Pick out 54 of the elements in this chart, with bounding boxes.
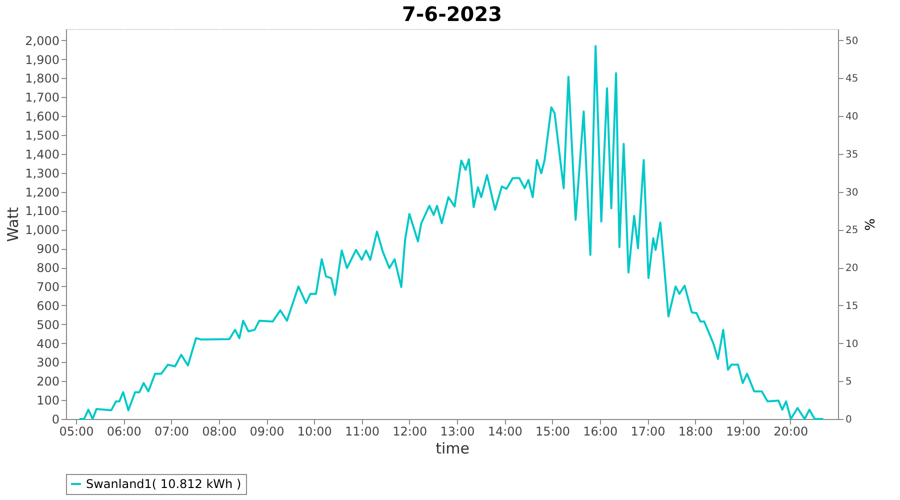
y-tick-label: 300 [36, 356, 60, 370]
y2-axis-title: % [861, 218, 876, 231]
x-tick-label: 18:00 [678, 424, 713, 438]
chart-title: 7-6-2023 [402, 2, 502, 26]
x-tick-label: 12:00 [392, 424, 428, 438]
x-tick-label: 10:00 [297, 424, 332, 438]
x-tick-label: 13:00 [440, 424, 475, 438]
x-tick-label: 05:00 [59, 424, 94, 438]
y-tick-label: 200 [36, 374, 60, 389]
x-axis-title: time [436, 440, 470, 458]
y-tick-label: 1,600 [25, 110, 60, 124]
x-tick-label: 06:00 [106, 424, 142, 438]
y-tick-label: 400 [36, 336, 60, 351]
x-tick-label: 17:00 [630, 424, 666, 438]
x-tick-label: 15:00 [535, 424, 570, 438]
y-tick-label: 1,500 [25, 128, 60, 143]
y2-tick-label: 45 [846, 74, 858, 85]
y-tick-label: 500 [36, 318, 60, 332]
x-tick-label: 20:00 [774, 424, 808, 438]
x-tick-label: 07:00 [154, 424, 190, 438]
x-tick-label: 09:00 [250, 424, 284, 438]
y2-tick-label: 35 [846, 149, 858, 160]
y-tick-label: 2,000 [25, 34, 60, 48]
y2-tick-label: 15 [846, 300, 858, 312]
legend-label: Swanland1( 10.812 kWh ) [86, 477, 242, 491]
y2-tick-label: 0 [846, 414, 852, 426]
y-tick-label: 1,100 [25, 204, 60, 218]
y2-tick-label: 25 [846, 225, 858, 236]
x-tick-label: 19:00 [726, 424, 761, 438]
x-tick-label: 16:00 [583, 424, 618, 438]
y2-tick-label: 20 [846, 263, 858, 274]
y-tick-label: 700 [36, 280, 60, 294]
y2-tick-label: 40 [846, 112, 858, 123]
y-tick-label: 800 [36, 261, 60, 276]
y-tick-label: 1,200 [25, 185, 60, 200]
y-tick-label: 900 [36, 242, 60, 256]
y2-tick-label: 50 [846, 36, 858, 47]
y-tick-label: 1,900 [25, 52, 60, 67]
y-tick-label: 1,000 [25, 223, 60, 238]
y-tick-label: 0 [52, 412, 60, 426]
y2-tick-label: 10 [846, 338, 858, 350]
y-tick-label: 600 [36, 298, 60, 313]
line-series [78, 45, 824, 420]
y-tick-label: 100 [36, 394, 60, 408]
x-tick-label: 11:00 [344, 424, 380, 438]
y-tick-label: 1,400 [25, 147, 60, 162]
y-axis-title: Watt [4, 206, 22, 242]
y-tick-label: 1,800 [25, 72, 60, 86]
y2-tick-label: 5 [846, 376, 852, 388]
x-tick-label: 08:00 [202, 424, 237, 438]
y2-tick-label: 30 [846, 187, 858, 198]
y-tick-label: 1,700 [25, 90, 60, 105]
y-tick-label: 1,300 [25, 166, 60, 180]
x-tick-label: 14:00 [488, 424, 522, 438]
